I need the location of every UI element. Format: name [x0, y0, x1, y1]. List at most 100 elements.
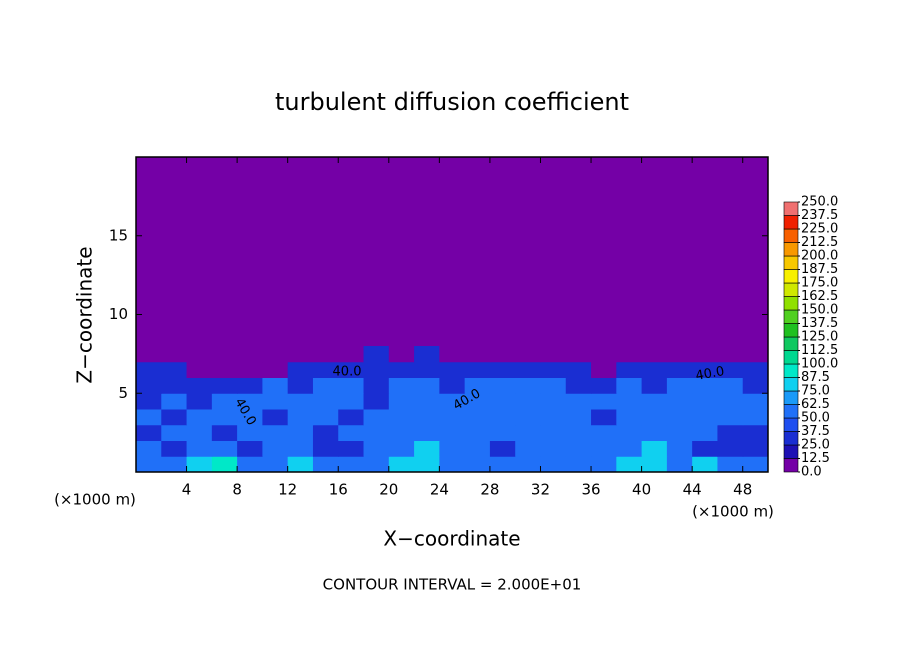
- colorbar-bin: [783, 336, 799, 351]
- colorbar-tick-label: 187.5: [801, 262, 838, 277]
- colorbar-tick-label: 150.0: [801, 303, 838, 318]
- y-tick-label: 5: [118, 384, 128, 402]
- heatmap-cell: [439, 361, 466, 378]
- heatmap-cell: [338, 346, 365, 363]
- heatmap-cell: [464, 377, 491, 394]
- colorbar-tick-label: 37.5: [801, 424, 830, 439]
- heatmap-cell: [211, 377, 238, 394]
- heatmap-cell: [211, 456, 238, 473]
- heatmap-cell: [717, 409, 744, 426]
- heatmap-cell: [161, 346, 188, 363]
- colorbar-tick-label: 62.5: [801, 397, 830, 412]
- heatmap-cell: [186, 346, 213, 363]
- contour-label: 40.0: [333, 365, 362, 380]
- heatmap-cell: [136, 393, 162, 410]
- colorbar-tick-label: 137.5: [801, 316, 838, 331]
- heatmap-cell: [742, 361, 769, 378]
- heatmap-cell: [161, 393, 188, 410]
- x-tick-label: 20: [379, 481, 398, 499]
- x-tick-label: 40: [632, 481, 651, 499]
- heatmap-cell: [641, 424, 668, 441]
- heatmap-cell: [641, 361, 668, 378]
- heatmap-cell: [161, 361, 188, 378]
- x-axis-label: X−coordinate: [383, 527, 520, 551]
- heatmap-cell: [515, 346, 541, 363]
- x-tick-label: 8: [232, 481, 242, 499]
- heatmap-cell: [414, 456, 440, 473]
- heatmap-cell: [262, 456, 289, 473]
- heatmap-cell: [692, 440, 718, 457]
- heatmap-cell: [591, 377, 617, 394]
- heatmap-cell: [641, 409, 668, 426]
- heatmap-cell: [489, 440, 516, 457]
- heatmap-cell: [616, 361, 643, 378]
- heatmap-cell: [515, 409, 541, 426]
- heatmap-cell: [312, 346, 339, 363]
- heatmap-cell: [489, 377, 516, 394]
- heatmap-cell: [388, 440, 415, 457]
- heatmap-cell: [515, 440, 541, 457]
- colorbar-tick-label: 200.0: [801, 249, 838, 264]
- heatmap-cell: [641, 346, 668, 363]
- y-tick-label: 15: [109, 226, 128, 244]
- heatmap-cell: [742, 409, 769, 426]
- heatmap-cell: [161, 424, 188, 441]
- colorbar-bin: [783, 282, 799, 297]
- heatmap-cell: [388, 409, 415, 426]
- heatmap-cell: [692, 361, 718, 378]
- colorbar-bin: [783, 350, 799, 365]
- heatmap-cell: [565, 409, 592, 426]
- x-tick-label: 12: [278, 481, 297, 499]
- heatmap-cell: [186, 393, 213, 410]
- colorbar-bin: [783, 363, 799, 378]
- heatmap-cell: [464, 393, 491, 410]
- heatmap-cell: [565, 346, 592, 363]
- heatmap-cell: [211, 424, 238, 441]
- colorbar-bin: [783, 323, 799, 338]
- heatmap-cell: [237, 393, 263, 410]
- heatmap-cell: [287, 346, 314, 363]
- heatmap-cell: [666, 409, 693, 426]
- heatmap-cell: [439, 346, 466, 363]
- heatmap-cell: [565, 440, 592, 457]
- colorbar-tick-label: 75.0: [801, 384, 830, 399]
- heatmap-cell: [489, 346, 516, 363]
- heatmap-cell: [616, 456, 643, 473]
- heatmap-cell: [540, 456, 567, 473]
- heatmap-cell: [338, 424, 365, 441]
- heatmap-cell: [641, 456, 668, 473]
- heatmap-cell: [287, 424, 314, 441]
- colorbar-bin: [783, 215, 799, 230]
- heatmap-cell: [540, 424, 567, 441]
- heatmap-cell: [414, 440, 440, 457]
- x-tick-label: 36: [581, 481, 600, 499]
- x-tick-label: 16: [329, 481, 348, 499]
- colorbar-bin: [783, 458, 799, 473]
- heatmap-cell: [262, 393, 289, 410]
- heatmap-cell: [161, 409, 188, 426]
- heatmap-cell: [388, 393, 415, 410]
- heatmap-cell: [312, 393, 339, 410]
- colorbar-bin: [783, 242, 799, 257]
- heatmap-cell: [312, 440, 339, 457]
- colorbar-bin: [783, 431, 799, 446]
- heatmap-cell: [262, 346, 289, 363]
- heatmap-cell: [237, 361, 263, 378]
- colorbar-bin: [783, 228, 799, 243]
- heatmap-cell: [717, 456, 744, 473]
- heatmap-cell: [515, 393, 541, 410]
- heatmap-cell: [338, 361, 365, 378]
- heatmap-cell: [262, 361, 289, 378]
- heatmap-cell: [565, 424, 592, 441]
- y-tick-label: 10: [109, 305, 128, 323]
- heatmap-cell: [312, 377, 339, 394]
- heatmap-cell: [262, 409, 289, 426]
- heatmap-cell: [338, 456, 365, 473]
- heatmap-cell: [363, 440, 390, 457]
- heatmap-cell: [692, 409, 718, 426]
- heatmap-cell: [591, 393, 617, 410]
- heatmap-cell: [616, 409, 643, 426]
- heatmap-cell: [136, 440, 162, 457]
- heatmap-cell: [591, 346, 617, 363]
- heatmap-cell: [338, 377, 365, 394]
